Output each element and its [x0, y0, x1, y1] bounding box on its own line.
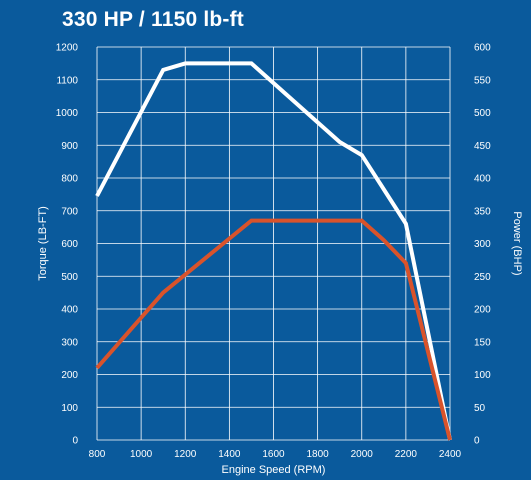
x-tick-label: 800 — [89, 449, 106, 460]
y-left-tick-label: 200 — [61, 370, 78, 381]
y-right-tick-label: 550 — [474, 75, 491, 86]
y-left-tick-label: 800 — [61, 174, 78, 185]
x-tick-label: 1600 — [262, 449, 285, 460]
power-curve-line — [95, 218, 452, 441]
x-tick-label: 2200 — [395, 449, 418, 460]
y-right-tick-label: 450 — [474, 141, 491, 152]
chart-title: 330 HP / 1150 lb-ft — [62, 8, 245, 31]
y-right-tick-label: 500 — [474, 108, 491, 119]
y-right-tick-label: 400 — [474, 174, 491, 185]
y-left-tick-label: 700 — [61, 206, 78, 217]
y-left-tick-label: 0 — [72, 436, 78, 447]
torque-curve-line — [95, 61, 452, 441]
y-left-tick-label: 900 — [61, 141, 78, 152]
y-left-tick-label: 600 — [61, 239, 78, 250]
x-tick-label: 2000 — [351, 449, 374, 460]
y-right-tick-label: 150 — [474, 337, 491, 348]
x-tick-label: 1400 — [218, 449, 241, 460]
y-right-tick-label: 600 — [474, 43, 491, 54]
x-tick-label: 1200 — [174, 449, 197, 460]
y-left-tick-label: 1100 — [56, 75, 78, 86]
y-left-tick-label: 500 — [61, 272, 78, 283]
x-tick-label: 1000 — [130, 449, 153, 460]
y-left-tick-label: 1200 — [56, 43, 79, 54]
y-left-tick-label: 100 — [61, 403, 78, 414]
y-right-tick-label: 0 — [474, 436, 480, 447]
x-axis-label: Engine Speed (RPM) — [222, 464, 326, 476]
x-tick-label: 2400 — [439, 449, 462, 460]
y-axis-label-left: Torque (LB-FT) — [37, 206, 49, 281]
y-right-tick-label: 250 — [474, 272, 491, 283]
y-right-tick-label: 300 — [474, 239, 491, 250]
y-left-tick-label: 1000 — [56, 108, 79, 119]
x-tick-label: 1800 — [307, 449, 330, 460]
y-left-tick-label: 400 — [61, 305, 78, 316]
y-left-tick-label: 300 — [61, 337, 78, 348]
y-right-tick-label: 100 — [474, 370, 491, 381]
y-right-tick-label: 350 — [474, 206, 491, 217]
y-right-tick-label: 200 — [474, 305, 491, 316]
y-axis-label-right: Power (BHP) — [511, 211, 523, 275]
y-right-tick-label: 50 — [474, 403, 486, 414]
